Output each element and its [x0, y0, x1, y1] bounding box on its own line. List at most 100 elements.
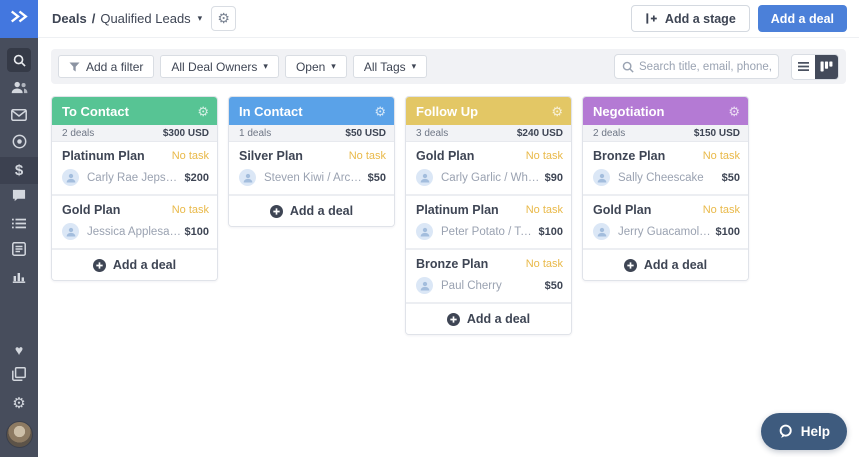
- status-label: Open: [295, 59, 326, 74]
- deal-card[interactable]: Platinum Plan No task Carly Rae Jepsen /…: [52, 142, 217, 196]
- deal-card[interactable]: Gold Plan No task Jessica Applesauce / I…: [52, 196, 217, 250]
- deal-card[interactable]: Platinum Plan No task Peter Potato / Tan…: [406, 196, 571, 250]
- deal-title: Gold Plan: [593, 203, 652, 217]
- deal-card[interactable]: Gold Plan No task Jerry Guacamole / Arch…: [583, 196, 748, 250]
- sidebar-item-deals[interactable]: $: [0, 157, 38, 184]
- kanban-view-button[interactable]: [815, 54, 838, 79]
- heart-icon: ♥: [14, 341, 24, 358]
- deal-owners-dropdown[interactable]: All Deal Owners ▾: [160, 55, 279, 78]
- sidebar-item-analytics[interactable]: [0, 265, 38, 292]
- kanban-view-icon: [820, 61, 833, 72]
- column-title: In Contact: [239, 103, 303, 119]
- deal-amount: $100: [184, 225, 209, 238]
- sidebar-item-search[interactable]: [0, 44, 38, 76]
- breadcrumb-separator: /: [91, 11, 96, 26]
- add-deal-in-stage-button[interactable]: Add a deal: [52, 250, 217, 280]
- sidebar-item-tasks[interactable]: [0, 211, 38, 238]
- add-deal-in-stage-button[interactable]: Add a deal: [406, 304, 571, 334]
- column-settings-gear-icon[interactable]: ⚙: [728, 103, 740, 119]
- breadcrumb[interactable]: Deals / Qualified Leads ▾: [52, 11, 202, 26]
- stage-column-negotiation: Negotiation ⚙ 2 deals $150 USD Bronze Pl…: [582, 96, 749, 281]
- deal-card[interactable]: Silver Plan No task Steven Kiwi / Archit…: [229, 142, 394, 196]
- stage-column-follow-up: Follow Up ⚙ 3 deals $240 USD Gold Plan N…: [405, 96, 572, 335]
- filter-bar: Add a filter All Deal Owners ▾ Open ▾ Al…: [51, 49, 846, 84]
- dollar-icon: $: [14, 162, 24, 179]
- add-deal-button[interactable]: Add a deal: [757, 5, 847, 32]
- deal-contact: Jerry Guacamole / Architect's: [618, 225, 713, 238]
- deal-amount: $50: [721, 171, 740, 184]
- deals-total: $50 USD: [345, 127, 386, 139]
- layers-icon: [12, 367, 26, 386]
- add-deal-in-stage-button[interactable]: Add a deal: [583, 250, 748, 280]
- sidebar-item-opportunities[interactable]: [0, 130, 38, 157]
- add-stage-button[interactable]: Add a stage: [630, 5, 750, 32]
- view-settings-button[interactable]: ⚙: [211, 6, 237, 31]
- task-status-badge: No task: [171, 204, 209, 216]
- add-filter-button[interactable]: Add a filter: [58, 55, 155, 78]
- gear-icon: ⚙: [12, 395, 26, 412]
- deal-contact: Steven Kiwi / Architect...: [264, 171, 365, 184]
- gear-icon: ⚙: [217, 10, 230, 26]
- status-dropdown[interactable]: Open ▾: [284, 55, 347, 78]
- deals-total: $150 USD: [693, 127, 740, 139]
- column-summary: 2 deals $300 USD: [52, 125, 217, 142]
- deal-card[interactable]: Bronze Plan No task Sally Cheescake $50: [583, 142, 748, 196]
- column-settings-gear-icon[interactable]: ⚙: [197, 103, 209, 119]
- deal-contact: Jessica Applesauce / Individual: [87, 225, 182, 238]
- search-input[interactable]: [639, 60, 771, 73]
- deals-count: 1 deals: [239, 127, 272, 139]
- sidebar-item-settings[interactable]: ⚙: [0, 390, 38, 417]
- sidebar-item-reports[interactable]: [0, 238, 38, 265]
- chevron-down-icon[interactable]: ▾: [197, 13, 203, 23]
- column-title: Follow Up: [416, 103, 479, 119]
- column-summary: 2 deals $150 USD: [583, 125, 748, 142]
- contact-avatar-icon: [593, 223, 610, 240]
- breadcrumb-section[interactable]: Deals: [52, 11, 87, 26]
- task-status-badge: No task: [525, 150, 563, 162]
- deal-card[interactable]: Gold Plan No task Carly Garlic / White R…: [406, 142, 571, 196]
- add-deal-in-stage-button[interactable]: Add a deal: [229, 196, 394, 226]
- breadcrumb-view[interactable]: Qualified Leads: [100, 11, 191, 26]
- add-stage-label: Add a stage: [664, 11, 736, 26]
- deal-owners-label: All Deal Owners: [171, 59, 258, 74]
- user-avatar[interactable]: [5, 421, 33, 448]
- column-header: In Contact ⚙: [229, 97, 394, 125]
- app-logo[interactable]: [0, 0, 38, 38]
- topbar: Deals / Qualified Leads ▾ ⚙ Add a stage …: [38, 0, 859, 38]
- list-view-button[interactable]: [792, 54, 815, 79]
- search-icon: [7, 48, 31, 72]
- deal-title: Bronze Plan: [593, 149, 666, 163]
- column-settings-gear-icon[interactable]: ⚙: [551, 103, 563, 119]
- stage-column-to-contact: To Contact ⚙ 2 deals $300 USD Platinum P…: [51, 96, 218, 281]
- sidebar-item-integrations[interactable]: [0, 363, 38, 390]
- help-label: Help: [800, 424, 830, 439]
- sidebar-item-conversations[interactable]: [0, 184, 38, 211]
- deal-contact: Paul Cherry: [441, 279, 502, 292]
- plus-circle-icon: [269, 204, 283, 218]
- contact-avatar-icon: [416, 223, 433, 240]
- help-button[interactable]: Help: [760, 413, 847, 450]
- column-title: Negotiation: [593, 103, 665, 119]
- column-summary: 1 deals $50 USD: [229, 125, 394, 142]
- task-status-badge: No task: [525, 258, 563, 270]
- deal-title: Platinum Plan: [416, 203, 499, 217]
- sidebar-item-inbox[interactable]: [0, 103, 38, 130]
- deal-card[interactable]: Bronze Plan No task Paul Cherry $50: [406, 250, 571, 304]
- contact-avatar-icon: [416, 169, 433, 186]
- contact-avatar-icon: [62, 169, 79, 186]
- deal-contact: Peter Potato / Tande...: [441, 225, 536, 238]
- tags-dropdown[interactable]: All Tags ▾: [352, 55, 428, 78]
- task-status-badge: No task: [525, 204, 563, 216]
- column-settings-gear-icon[interactable]: ⚙: [374, 103, 386, 119]
- document-icon: [12, 242, 26, 261]
- sidebar-nav: $ ♥: [0, 0, 38, 457]
- contact-avatar-icon: [593, 169, 610, 186]
- sidebar-item-favorites[interactable]: ♥: [0, 336, 38, 363]
- deal-amount: $50: [544, 279, 563, 292]
- mail-icon: [11, 108, 27, 126]
- deal-amount: $200: [184, 171, 209, 184]
- topbar-actions: Add a stage Add a deal: [630, 5, 847, 32]
- contact-avatar-icon: [62, 223, 79, 240]
- sidebar-item-contacts[interactable]: [0, 76, 38, 103]
